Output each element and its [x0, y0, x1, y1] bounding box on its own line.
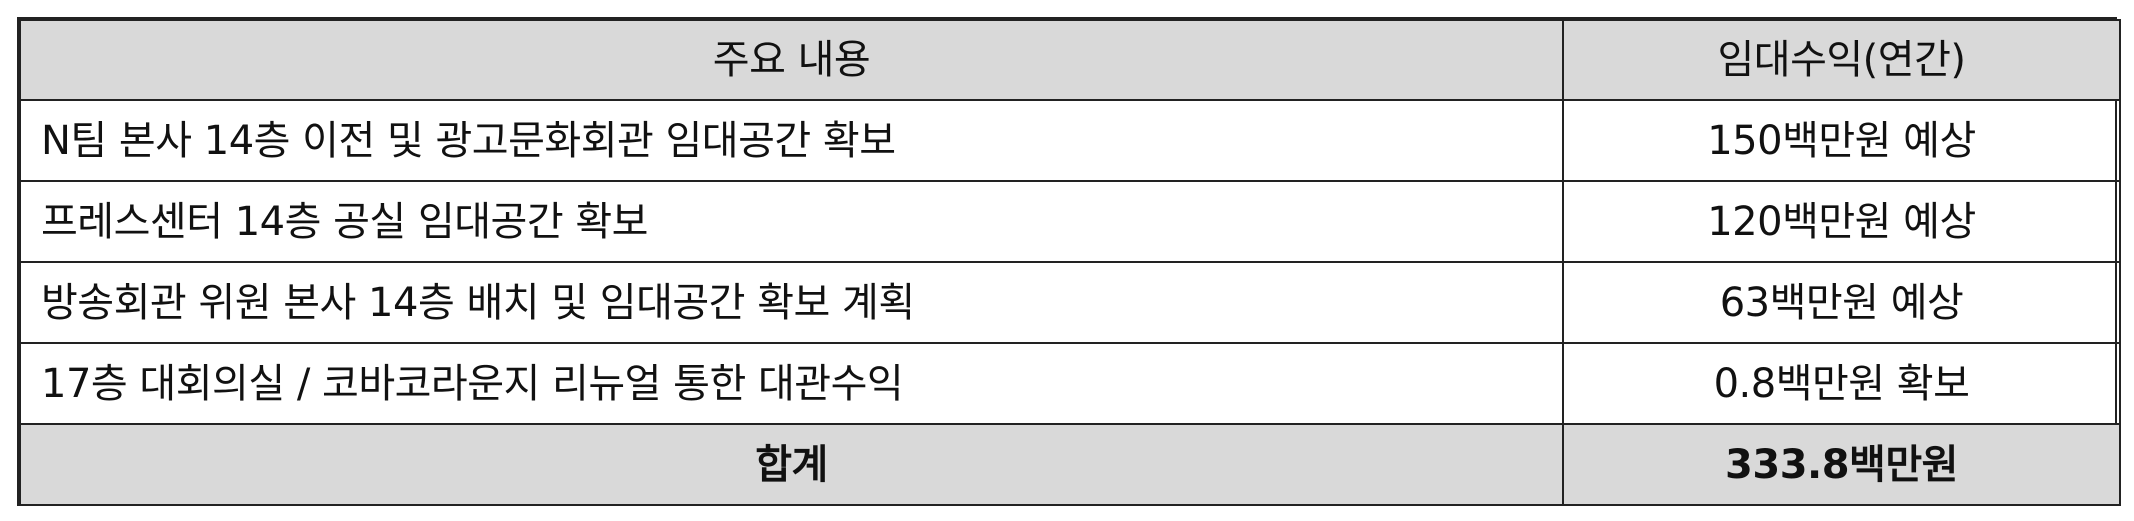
- row-content: 방송회관 위원 본사 14층 배치 및 임대공간 확보 계획: [19, 261, 1564, 344]
- header-main-content: 주요 내용: [19, 19, 1564, 101]
- total-value: 333.8백만원: [1562, 423, 2121, 506]
- table-row: N팀 본사 14층 이전 및 광고문화회관 임대공간 확보 150백만원 예상: [19, 99, 2121, 182]
- row-revenue: 63백만원 예상: [1562, 261, 2121, 344]
- row-content: 프레스센터 14층 공실 임대공간 확보: [19, 180, 1564, 263]
- row-content: 17층 대회의실 / 코바코라운지 리뉴얼 통한 대관수익: [19, 342, 1564, 425]
- table-row: 17층 대회의실 / 코바코라운지 리뉴얼 통한 대관수익 0.8백만원 확보: [19, 342, 2121, 425]
- revenue-table-container: 주요 내용 임대수익(연간) N팀 본사 14층 이전 및 광고문화회관 임대공…: [17, 17, 2121, 506]
- row-revenue: 0.8백만원 확보: [1562, 342, 2121, 425]
- table-row: 방송회관 위원 본사 14층 배치 및 임대공간 확보 계획 63백만원 예상: [19, 261, 2121, 344]
- total-label: 합계: [19, 423, 1564, 506]
- row-revenue: 120백만원 예상: [1562, 180, 2121, 263]
- table-row: 프레스센터 14층 공실 임대공간 확보 120백만원 예상: [19, 180, 2121, 263]
- rental-revenue-table: 주요 내용 임대수익(연간) N팀 본사 14층 이전 및 광고문화회관 임대공…: [19, 19, 2121, 506]
- table-header-row: 주요 내용 임대수익(연간): [19, 19, 2121, 101]
- total-row: 합계 333.8백만원: [19, 423, 2121, 506]
- row-content: N팀 본사 14층 이전 및 광고문화회관 임대공간 확보: [19, 99, 1564, 182]
- header-annual-rental-revenue: 임대수익(연간): [1562, 19, 2121, 101]
- row-revenue: 150백만원 예상: [1562, 99, 2121, 182]
